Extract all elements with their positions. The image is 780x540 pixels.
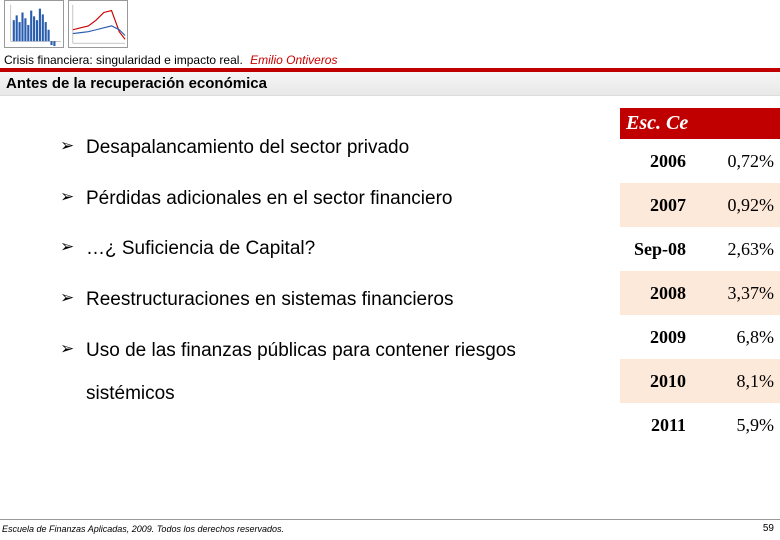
bullet-text: Pérdidas adicionales en el sector financ… xyxy=(86,187,453,212)
side-table-header: Esc. Ce xyxy=(620,108,780,139)
bullet-arrow-icon: ➢ xyxy=(60,237,86,257)
side-table-row: 20115,9% xyxy=(620,403,780,447)
bullet-text: Reestructuraciones en sistemas financier… xyxy=(86,288,454,313)
footer-rule xyxy=(0,519,780,520)
bullet-text: …¿ Suficiencia de Capital? xyxy=(86,237,315,262)
side-table-row: 20070,92% xyxy=(620,183,780,227)
side-value: 6,8% xyxy=(698,327,774,348)
side-year: 2011 xyxy=(620,415,698,436)
banner: Crisis financiera: singularidad e impact… xyxy=(0,52,780,68)
slide-number: 59 xyxy=(763,523,774,534)
mini-chart-bars xyxy=(4,0,64,48)
mini-chart-lines xyxy=(68,0,128,48)
side-table-row: 20096,8% xyxy=(620,315,780,359)
side-table-row: Sep-082,63% xyxy=(620,227,780,271)
side-value: 2,63% xyxy=(698,239,774,260)
bullet-text: Uso de las finanzas públicas para conten… xyxy=(86,339,516,364)
side-year: 2008 xyxy=(620,283,698,304)
top-mini-charts xyxy=(0,0,780,48)
side-year: Sep-08 xyxy=(620,239,698,260)
banner-title: Crisis financiera: singularidad e impact… xyxy=(4,53,243,67)
side-year: 2010 xyxy=(620,371,698,392)
side-year: 2007 xyxy=(620,195,698,216)
footer: Escuela de Finanzas Aplicadas, 2009. Tod… xyxy=(0,523,780,534)
bullet-arrow-icon: ➢ xyxy=(60,187,86,207)
bullet-text: Desapalancamiento del sector privado xyxy=(86,136,409,161)
footer-copyright: Escuela de Finanzas Aplicadas, 2009. Tod… xyxy=(2,524,284,534)
side-value: 0,72% xyxy=(698,151,774,172)
side-value: 5,9% xyxy=(698,415,774,436)
side-table: Esc. Ce 20060,72%20070,92%Sep-082,63%200… xyxy=(620,108,780,447)
side-value: 3,37% xyxy=(698,283,774,304)
bullet-arrow-icon: ➢ xyxy=(60,136,86,156)
section-heading: Antes de la recuperación económica xyxy=(0,72,780,96)
side-year: 2009 xyxy=(620,327,698,348)
banner-author: Emilio Ontiveros xyxy=(250,53,337,67)
side-table-row: 20108,1% xyxy=(620,359,780,403)
bullet-arrow-icon: ➢ xyxy=(60,339,86,359)
side-table-row: 20060,72% xyxy=(620,139,780,183)
side-year: 2006 xyxy=(620,151,698,172)
side-value: 8,1% xyxy=(698,371,774,392)
side-value: 0,92% xyxy=(698,195,774,216)
side-table-row: 20083,37% xyxy=(620,271,780,315)
bullet-arrow-icon: ➢ xyxy=(60,288,86,308)
